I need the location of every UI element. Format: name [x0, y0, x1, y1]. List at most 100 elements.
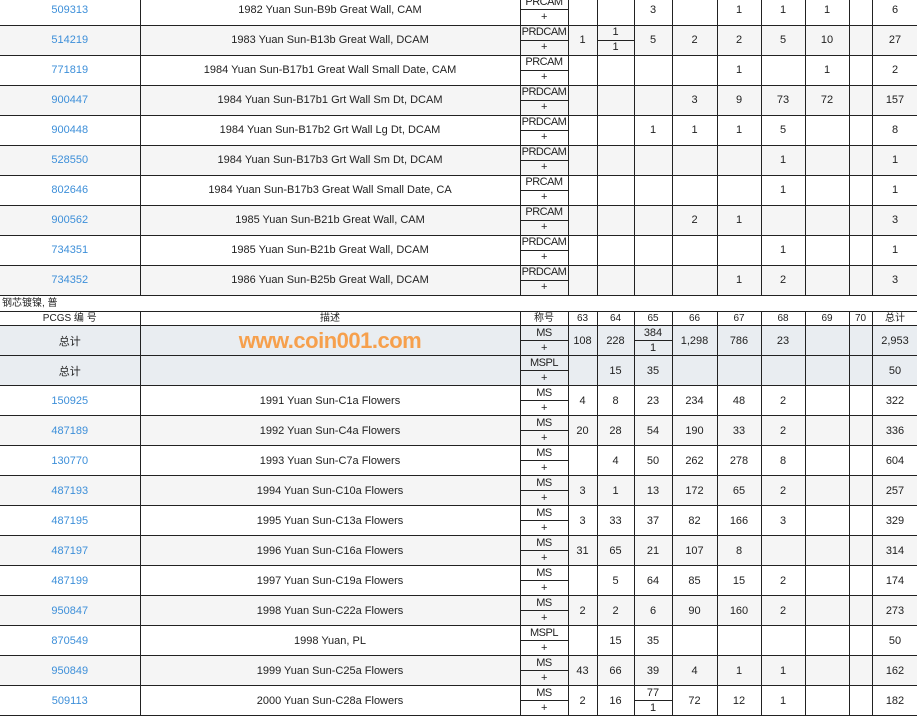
pcgs-number-link[interactable]: 802646: [51, 184, 89, 196]
count-value: 23: [646, 394, 660, 407]
count-value: 1: [779, 664, 787, 677]
pcgs-number-cell[interactable]: 514219: [0, 25, 141, 56]
table-row: 150925 1991 Yuan Sun-C1a Flowers MS +4 8 23 23…: [0, 385, 917, 416]
plus-label: +: [541, 41, 547, 53]
count-value: 2: [691, 34, 698, 46]
count-value: 43: [576, 664, 589, 677]
pcgs-number-link[interactable]: 950849: [51, 664, 89, 677]
count-64: [597, 175, 635, 206]
count-value: 15: [732, 574, 746, 587]
pcgs-number-link[interactable]: 514219: [51, 34, 89, 46]
column-header: 63: [568, 311, 598, 326]
pcgs-number-link[interactable]: 130770: [51, 454, 89, 467]
count-63: [568, 0, 598, 26]
pcgs-number-link[interactable]: 487199: [51, 574, 89, 587]
pcgs-number-cell[interactable]: 509313: [0, 0, 141, 26]
grade-cell: PRCAM +: [520, 205, 569, 236]
count-value: 15: [609, 634, 622, 647]
pcgs-number-link[interactable]: 528550: [51, 154, 89, 166]
pcgs-number-cell[interactable]: 771819: [0, 55, 141, 86]
count-value: 1: [579, 34, 586, 46]
pcgs-number-cell[interactable]: 487199: [0, 565, 141, 596]
count-64: [597, 85, 635, 116]
plus-label: +: [541, 341, 547, 354]
pcgs-number-cell[interactable]: 150925: [0, 385, 141, 416]
plus-count-value: 1: [649, 341, 657, 354]
grade-cell: MS +: [520, 595, 569, 626]
pcgs-number-link[interactable]: 900448: [51, 124, 89, 136]
pcgs-number-link[interactable]: 509113: [51, 694, 88, 707]
pcgs-number-cell[interactable]: 130770: [0, 445, 141, 476]
count-value: 1: [691, 124, 698, 136]
pcgs-number-link[interactable]: 900562: [51, 214, 89, 226]
count-63: [568, 205, 598, 236]
pop-table-ms: PCGS 编 号描述 称号 63 64 65 66 67 68 69 70 总计 总计 www.coin…: [0, 311, 917, 716]
plus-label: +: [541, 281, 547, 293]
count-66: 2: [672, 205, 718, 236]
pcgs-number-link[interactable]: 487193: [51, 484, 89, 497]
pcgs-number-cell[interactable]: 950849: [0, 655, 141, 686]
pcgs-number-link[interactable]: 150925: [51, 394, 89, 407]
count-65: 3: [634, 0, 673, 26]
count-value: 1: [891, 184, 899, 196]
count-value: 172: [685, 484, 704, 497]
pcgs-number-cell[interactable]: 528550: [0, 145, 141, 176]
count-69: 1: [805, 55, 850, 86]
pcgs-number-cell[interactable]: 802646: [0, 175, 141, 206]
count-value: 6: [891, 3, 899, 16]
count-65: [634, 265, 673, 296]
count-value: 23: [776, 334, 790, 347]
count-64: 15: [597, 355, 635, 386]
pcgs-number-link[interactable]: 900447: [51, 94, 89, 106]
count-total: 1: [872, 175, 917, 206]
pcgs-number-link[interactable]: 950847: [51, 604, 89, 617]
pcgs-number-cell[interactable]: 487193: [0, 475, 141, 506]
description-cell: [140, 355, 521, 386]
pcgs-number-link[interactable]: 509313: [51, 3, 89, 16]
count-66: [672, 355, 718, 386]
count-70: [849, 145, 873, 176]
pcgs-number-link[interactable]: 487197: [51, 544, 89, 557]
count-66: 1: [672, 115, 718, 146]
pcgs-number-cell[interactable]: 870549: [0, 625, 141, 656]
count-64: 66: [597, 655, 635, 686]
count-65: 13: [634, 475, 673, 506]
count-total: 50: [872, 355, 917, 386]
count-65: 64: [634, 565, 673, 596]
count-68: 5: [761, 25, 806, 56]
description: 1984 Yuan Sun-B17b2 Grt Wall Lg Dt, DCAM: [219, 124, 441, 136]
pcgs-number-link[interactable]: 487195: [51, 514, 89, 527]
description-cell: 1997 Yuan Sun-C19a Flowers: [140, 565, 521, 596]
count-value: 54: [646, 424, 660, 437]
count-value: 4: [612, 454, 619, 467]
count-66: [672, 145, 718, 176]
count-67: 160: [717, 595, 762, 626]
pcgs-number-cell[interactable]: 900447: [0, 85, 141, 116]
pcgs-number-link[interactable]: 734352: [51, 274, 89, 286]
pcgs-number-cell[interactable]: 487197: [0, 535, 141, 566]
pcgs-number-cell[interactable]: 487195: [0, 505, 141, 536]
pcgs-number-cell[interactable]: 487189: [0, 415, 141, 446]
pcgs-number-cell[interactable]: 509113: [0, 685, 141, 716]
pcgs-number-link[interactable]: 734351: [51, 244, 89, 256]
pcgs-number-cell[interactable]: 900448: [0, 115, 141, 146]
pcgs-number-cell[interactable]: 950847: [0, 595, 141, 626]
column-header: 66: [672, 311, 718, 326]
count-value: 278: [729, 454, 749, 467]
count-66: 234: [672, 385, 718, 416]
count-total: 1: [872, 235, 917, 266]
count-value: 12: [732, 694, 746, 707]
description: 1986 Yuan Sun-B25b Great Wall, DCAM: [231, 274, 429, 286]
grade-cell: MS +: [520, 535, 569, 566]
pcgs-number-link[interactable]: 487189: [51, 424, 89, 437]
pcgs-number-link[interactable]: 771819: [51, 64, 89, 76]
count-value: 8: [779, 454, 787, 467]
count-value: 1: [823, 3, 831, 16]
count-64: [597, 205, 635, 236]
count-total: 3: [872, 205, 917, 236]
pcgs-number-link[interactable]: 870549: [51, 634, 89, 647]
count-value: 4: [579, 394, 586, 407]
pcgs-number-cell[interactable]: 734352: [0, 265, 141, 296]
pcgs-number-cell[interactable]: 734351: [0, 235, 141, 266]
pcgs-number-cell[interactable]: 900562: [0, 205, 141, 236]
